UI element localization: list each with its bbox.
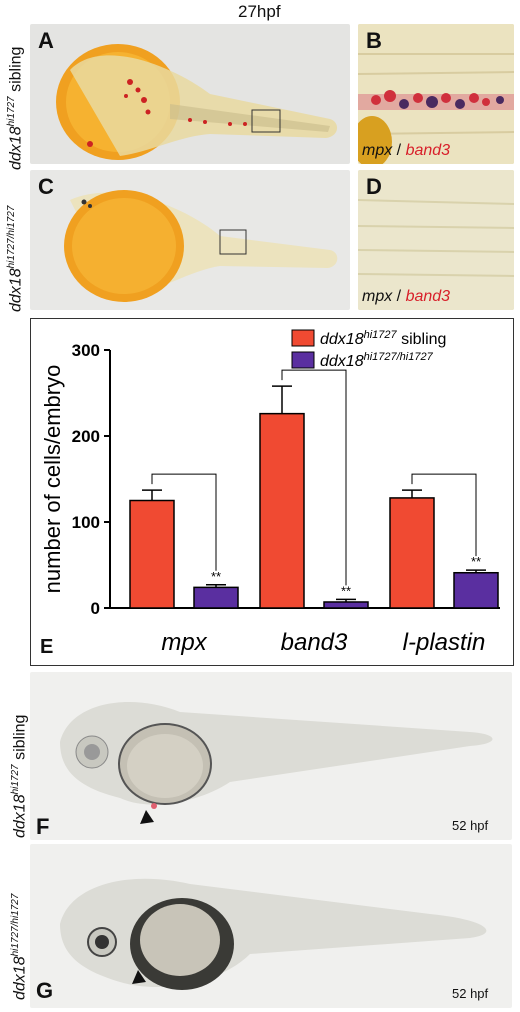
bar-mutant-band3 <box>324 602 368 608</box>
bar-sibling-l-plastin <box>390 498 434 608</box>
panel-e-letter: E <box>40 636 53 659</box>
panel-g-letter: G <box>36 978 53 1004</box>
legend-entry: ddx18hi1727/hi1727 <box>320 351 434 370</box>
panel-g-genotype-label: ddx18hi1727/hi1727 <box>10 894 29 1000</box>
bar-sibling-mpx <box>130 501 174 609</box>
panel-c-genotype-label: ddx18hi1727/hi1727 <box>6 206 25 312</box>
panel-f-image <box>30 672 512 840</box>
y-axis-label: number of cells/embryo <box>40 365 65 594</box>
panel-f-stage: 52 hpf <box>452 818 488 833</box>
embryo-c-illustration <box>30 170 350 310</box>
bar-chart: 0 100 200 300 number of cells/embryo ** mpx ** b… <box>30 318 512 664</box>
panel-a-letter: A <box>38 28 54 54</box>
embryo-g-illustration <box>30 844 512 1008</box>
y-tick-label: 200 <box>72 427 100 446</box>
embryo-f-illustration <box>30 672 512 840</box>
panel-c-letter: C <box>38 174 54 200</box>
significance-label: ** <box>341 583 351 598</box>
significance-label: ** <box>471 554 481 569</box>
bar-mutant-l-plastin <box>454 573 498 608</box>
panel-g-stage: 52 hpf <box>452 986 488 1001</box>
significance-label: ** <box>211 569 221 584</box>
figure-title: 27hpf <box>238 2 281 22</box>
panel-g-image <box>30 844 512 1008</box>
embryo-a-illustration <box>30 24 350 164</box>
panel-a-image <box>30 24 350 164</box>
legend-swatch <box>292 330 314 346</box>
panel-a-genotype-label: ddx18hi1727 sibling <box>6 47 25 170</box>
panel-f-genotype-label: ddx18hi1727 sibling <box>10 715 29 838</box>
bar-sibling-band3 <box>260 414 304 608</box>
y-tick-label: 100 <box>72 513 100 532</box>
y-tick-label: 300 <box>72 341 100 360</box>
panel-b-stain-label: mpx / band3 <box>362 142 450 160</box>
panel-f-letter: F <box>36 814 49 840</box>
panel-b-letter: B <box>366 28 382 54</box>
legend-entry: ddx18hi1727 sibling <box>320 329 446 348</box>
x-category-label: l-plastin <box>403 629 486 656</box>
bar-mutant-mpx <box>194 587 238 608</box>
panel-d-letter: D <box>366 174 382 200</box>
panel-d-stain-label: mpx / band3 <box>362 288 450 306</box>
legend-swatch <box>292 352 314 368</box>
panel-c-image <box>30 170 350 310</box>
x-category-label: mpx <box>161 629 207 656</box>
y-tick-label: 0 <box>91 599 100 618</box>
x-category-label: band3 <box>281 629 348 656</box>
